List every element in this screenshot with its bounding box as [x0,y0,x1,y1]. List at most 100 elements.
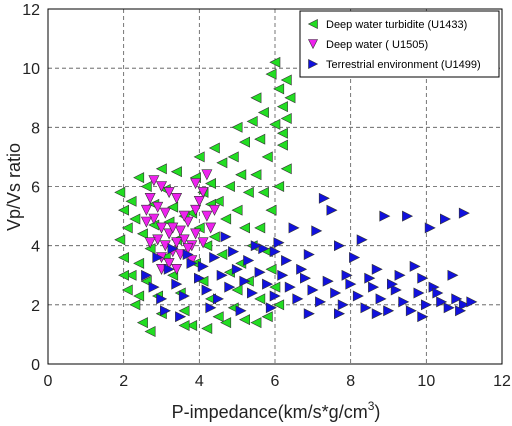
data-point [326,204,338,216]
data-point [322,275,334,287]
data-point [193,151,205,163]
data-point [383,305,395,317]
data-point [190,178,202,190]
data-point [213,293,224,305]
data-point [152,201,164,213]
data-point [371,263,383,275]
data-point [136,228,148,240]
data-point [303,308,315,320]
data-point [368,281,380,293]
data-point [133,290,145,302]
data-point [175,311,187,323]
y-tick-label: 0 [31,357,40,374]
data-point [129,213,141,225]
data-point [276,127,288,139]
data-point [140,204,152,216]
data-point [136,317,148,329]
data-point [436,296,448,308]
data-point [303,249,315,260]
data-point [152,252,164,263]
data-point [402,210,414,222]
data-point [114,234,126,246]
data-point [125,269,137,281]
y-tick-label: 4 [31,239,40,256]
data-point [186,320,198,331]
data-point [273,83,285,95]
data-point [250,169,262,181]
data-point [276,139,288,151]
data-point [307,284,319,296]
data-point [152,234,164,246]
data-point [190,204,202,216]
data-point [345,278,357,290]
data-point [156,293,168,305]
x-tick-label: 4 [195,373,204,390]
data-point [118,252,129,263]
data-point [201,240,213,252]
data-point [121,284,133,296]
data-point [212,311,224,323]
data-point [141,269,153,281]
x-tick-label: 10 [417,373,435,390]
data-point [235,305,247,317]
data-point [424,222,436,234]
data-point [386,278,398,290]
data-point [205,222,217,234]
y-tick-label: 8 [31,120,40,137]
data-point [209,204,220,216]
data-point [178,290,190,302]
data-point [201,284,213,296]
data-point [163,187,175,199]
legend-marker [307,19,318,29]
data-point [254,266,266,278]
data-point [364,272,376,284]
data-point [178,210,190,222]
data-point [208,231,220,243]
data-point [216,269,228,281]
data-point [171,237,183,249]
data-point [394,269,406,281]
data-point [144,237,156,249]
data-point [254,293,266,305]
data-point [231,263,243,275]
data-point [311,225,323,237]
data-point [227,151,239,163]
data-point [390,284,402,296]
data-point [205,302,217,314]
data-point [261,311,273,323]
x-tick-label: 12 [493,373,511,390]
data-point [280,163,292,175]
data-point [405,305,417,317]
data-point [432,287,444,299]
data-point [205,178,216,189]
data-point [356,234,368,246]
data-point [265,204,277,216]
data-point [167,243,179,255]
data-point [201,169,213,181]
data-point [125,195,137,207]
data-point [239,136,250,148]
data-point [254,222,266,234]
data-point [114,186,126,198]
data-point [178,305,190,317]
data-point [197,260,209,272]
data-point [223,181,235,192]
legend: Deep water turbidite (U1433) Deep water (… [299,10,500,78]
data-point [197,187,209,199]
data-point [250,92,262,104]
data-point [171,193,183,204]
data-point [439,213,451,225]
data-point [333,240,345,252]
data-point [398,296,410,308]
data-point [273,237,285,249]
data-point [269,118,281,130]
data-point [208,142,220,154]
data-point [257,107,269,118]
data-point [167,269,179,281]
data-point [144,193,156,204]
data-point [201,210,213,222]
data-point [231,284,243,296]
data-point [413,287,425,299]
data-point [167,201,179,213]
